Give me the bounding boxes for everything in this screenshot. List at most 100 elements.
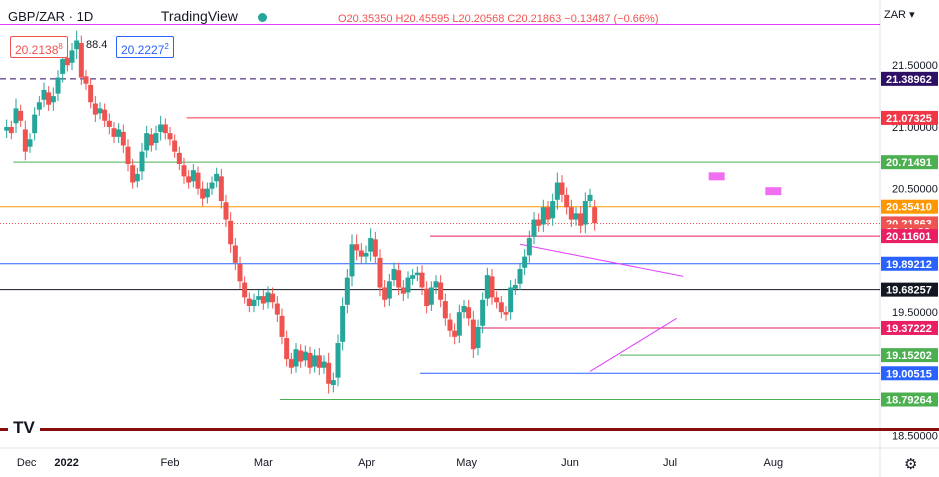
candle-body xyxy=(559,182,565,195)
sell-button[interactable]: 20.21388 xyxy=(10,36,68,58)
candle-body xyxy=(363,252,369,257)
candle-body xyxy=(358,250,364,257)
price-label-bg xyxy=(881,155,938,170)
tradingview-logo-icon[interactable]: TV xyxy=(8,415,40,441)
candle-body xyxy=(167,133,173,140)
y-tick-label: 21.50000 xyxy=(892,60,938,72)
candle-body xyxy=(526,238,532,256)
candle-body xyxy=(130,165,136,183)
candle-body xyxy=(573,213,579,220)
candle-body xyxy=(316,355,322,368)
y-tick-label: 19.50000 xyxy=(892,307,938,319)
y-tick-label: 20.50000 xyxy=(892,184,938,196)
candle-body xyxy=(475,326,481,348)
currency-label: ZAR xyxy=(884,9,906,21)
candle-body xyxy=(410,275,416,279)
candle-body xyxy=(158,124,164,132)
candle-body xyxy=(349,244,355,277)
candle-body xyxy=(200,188,206,199)
candle-body xyxy=(88,84,94,103)
candle-body xyxy=(153,133,159,144)
candle-body xyxy=(36,102,42,110)
price-label: 20.71491 xyxy=(886,157,932,169)
candle-body xyxy=(293,349,299,367)
price-label-bg xyxy=(881,199,938,214)
price-label: 20.11601 xyxy=(886,231,931,243)
candle-body xyxy=(498,302,504,313)
candle-body xyxy=(517,268,523,284)
candle-body xyxy=(536,219,542,226)
candle-body xyxy=(265,292,271,303)
candle-body xyxy=(582,201,588,225)
sell-price: 20.2138 xyxy=(15,43,59,57)
candle-body xyxy=(354,244,360,251)
price-label: 19.37222 xyxy=(886,323,932,335)
candle-body xyxy=(27,139,33,147)
candle-body xyxy=(433,281,439,288)
triangle-upper-line xyxy=(519,243,684,277)
candle-body xyxy=(592,207,598,224)
symbol-title[interactable]: GBP/ZAR · 1D xyxy=(8,9,94,24)
candle-body xyxy=(8,126,14,134)
candle-body xyxy=(78,42,84,78)
price-label: 18.79264 xyxy=(886,395,933,407)
y-tick-label: 18.50000 xyxy=(892,431,938,443)
candle-body xyxy=(111,128,117,137)
candle-body xyxy=(120,131,126,146)
price-label-bg xyxy=(881,320,938,335)
candle-body xyxy=(279,315,285,337)
x-tick-label: Aug xyxy=(764,457,784,469)
candle-body xyxy=(195,172,201,189)
x-tick-label: 2022 xyxy=(54,457,78,469)
candle-body xyxy=(568,207,574,220)
price-label-bg xyxy=(881,392,938,407)
candle-body xyxy=(531,219,537,237)
candle-body xyxy=(382,287,388,300)
candle-body xyxy=(186,176,192,183)
candle-body xyxy=(237,264,243,282)
candle-body xyxy=(470,319,476,350)
x-tick-label: May xyxy=(456,457,477,469)
candle-body xyxy=(396,270,402,288)
currency-selector[interactable]: ZAR ▾ xyxy=(884,6,924,24)
candle-body xyxy=(400,287,406,294)
buy-button[interactable]: 20.22272 xyxy=(116,36,174,58)
x-tick-label: Jun xyxy=(561,457,579,469)
candle-body xyxy=(176,152,182,164)
candle-body xyxy=(22,129,28,152)
candle-body xyxy=(587,194,593,202)
candle-body xyxy=(414,272,420,276)
candle-body xyxy=(46,92,52,105)
candle-body xyxy=(274,303,280,315)
candle-body xyxy=(466,307,472,319)
candle-body xyxy=(321,361,327,368)
candle-body xyxy=(162,124,168,134)
candle-body xyxy=(405,277,411,293)
candle-body xyxy=(92,103,98,115)
candle-body xyxy=(578,213,584,226)
candle-body xyxy=(69,50,75,63)
price-label-bg xyxy=(881,71,938,86)
candle-body xyxy=(97,108,103,114)
candle-body xyxy=(419,272,425,288)
price-label: 19.68257 xyxy=(886,285,932,297)
candle-body xyxy=(344,277,350,305)
candle-body xyxy=(190,170,196,182)
candle-body xyxy=(312,355,318,367)
candle-body xyxy=(4,126,10,131)
candle-body xyxy=(550,201,556,219)
candle-body xyxy=(125,146,131,164)
candle-body xyxy=(284,338,290,360)
candle-body xyxy=(13,108,19,124)
price-label-bg xyxy=(881,256,938,271)
candle-body xyxy=(218,176,224,202)
candle-body xyxy=(461,306,467,313)
gear-icon[interactable]: ⚙ xyxy=(904,456,918,473)
price-label: 21.38962 xyxy=(886,74,932,86)
candle-body xyxy=(368,238,374,252)
candle-body xyxy=(424,288,430,306)
candle-body xyxy=(540,207,546,225)
candle-body xyxy=(522,256,528,268)
candle-body xyxy=(260,296,266,304)
